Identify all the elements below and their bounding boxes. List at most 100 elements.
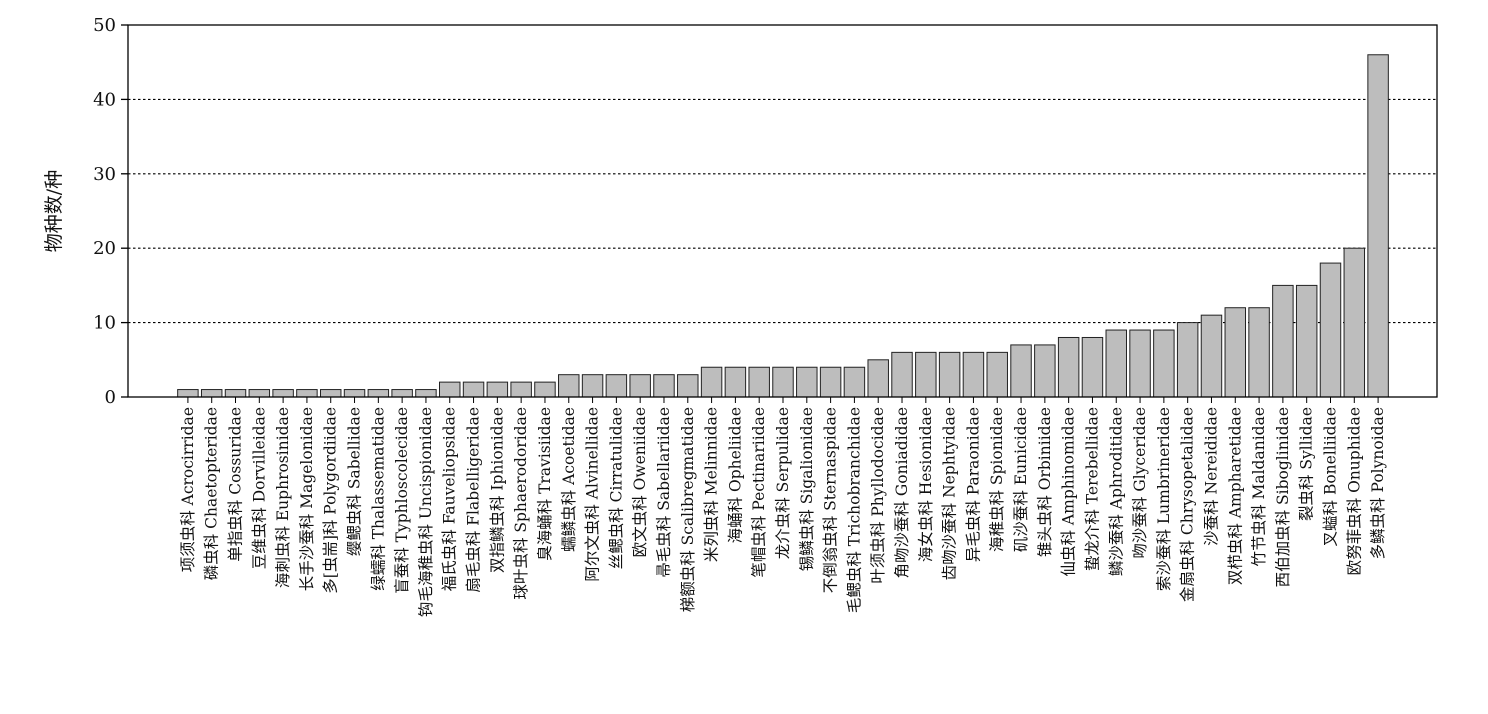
bar bbox=[462, 381, 485, 398]
x-tick-label: 海女虫科 Hesionidae bbox=[916, 407, 935, 562]
bar bbox=[1176, 322, 1199, 398]
x-tick-label: 海稚虫科 Spionidae bbox=[988, 407, 1006, 552]
bar bbox=[1057, 336, 1080, 398]
y-tick-label: 50 bbox=[93, 15, 116, 36]
bar bbox=[867, 359, 889, 398]
x-tick-label: 海蛹科 Opheliidae bbox=[726, 407, 744, 543]
x-tick-label: 索沙蚕科 Lumbrineridae bbox=[1155, 407, 1173, 591]
x-tick-label: 欧努菲虫科 Onuphidae bbox=[1345, 407, 1363, 575]
x-tick-label: 多[虫耑]科 Polygordiidae bbox=[322, 407, 340, 594]
bar bbox=[581, 374, 604, 398]
x-tick-label: 角吻沙蚕科 Goniadidae bbox=[893, 407, 911, 579]
bar bbox=[1129, 329, 1151, 398]
x-tick-label: 毛鳃虫科 Trichobranchidae bbox=[845, 407, 863, 613]
bar bbox=[415, 389, 437, 398]
bar bbox=[629, 374, 651, 398]
y-axis-ticks: 0 10 20 30 40 50 bbox=[93, 15, 128, 408]
x-tick-label: 多鳞虫科 Polynoidae bbox=[1369, 407, 1387, 559]
x-tick-label: 钩毛海稚虫科 Uncispionidae bbox=[417, 407, 435, 617]
x-tick-label: 龙介虫科 Serpulidae bbox=[774, 407, 792, 559]
x-tick-label: 叉螠科 Bonelliidae bbox=[1321, 407, 1339, 546]
bar bbox=[819, 366, 842, 398]
x-tick-label: 帚毛虫科 Sabellariidae bbox=[655, 407, 673, 578]
bar bbox=[1343, 247, 1366, 398]
bar bbox=[796, 366, 818, 398]
x-tick-label: 海刺虫科 Euphrosinidae bbox=[274, 407, 292, 588]
bar bbox=[724, 366, 747, 398]
bar bbox=[177, 389, 199, 398]
y-axis-label: 物种数/种 bbox=[43, 170, 65, 252]
bar bbox=[1081, 336, 1104, 398]
bar bbox=[296, 389, 318, 398]
y-tick-label: 40 bbox=[93, 89, 116, 110]
bar bbox=[1010, 344, 1032, 398]
bar bbox=[343, 389, 366, 398]
x-tick-label: 鳞沙蚕科 Aphroditidae bbox=[1107, 407, 1125, 576]
bar bbox=[677, 374, 699, 398]
bar bbox=[558, 374, 580, 398]
bars bbox=[177, 54, 1389, 398]
bar bbox=[367, 389, 390, 398]
bar bbox=[1153, 329, 1175, 398]
bar bbox=[319, 389, 342, 398]
bar bbox=[915, 351, 937, 398]
x-tick-label: 锥头虫科 Orbiniidae bbox=[1036, 407, 1054, 557]
bar bbox=[1224, 307, 1247, 398]
x-axis-ticks: 项须虫科 Acrocirridae 磷虫科 Chaetopteridae 单指虫科 … bbox=[179, 397, 1387, 617]
x-tick-label: 不倒翁虫科 Sternaspidae bbox=[822, 407, 840, 593]
x-tick-label: 笔帽虫科 Pectinariidae bbox=[750, 407, 768, 578]
x-tick-label: 欧文虫科 Oweniidae bbox=[631, 407, 649, 557]
bar bbox=[772, 366, 794, 398]
x-tick-label: 臭海蛹科 Travisiidae bbox=[536, 407, 554, 561]
bar bbox=[1248, 307, 1270, 398]
x-tick-label: 齿吻沙蚕科 Nephtyidae bbox=[941, 407, 959, 580]
x-tick-label: 矶沙蚕科 Eunicidae bbox=[1012, 407, 1030, 552]
x-tick-label: 盲蚕科 Typhloscolecidae bbox=[393, 407, 411, 594]
bar bbox=[1319, 262, 1342, 398]
y-tick-label: 0 bbox=[105, 387, 116, 408]
bar bbox=[962, 351, 985, 398]
x-tick-label: 吻沙蚕科 Glyceridae bbox=[1131, 407, 1149, 559]
x-tick-label: 磷虫科 Chaetopteridae bbox=[203, 407, 221, 580]
x-tick-label: 项须虫科 Acrocirridae bbox=[179, 407, 197, 572]
x-tick-label: 竹节虫科 Maldanidae bbox=[1250, 407, 1268, 566]
x-tick-label: 蠕鳞虫科 Acoetidae bbox=[560, 407, 578, 552]
x-tick-label: 米列虫科 Melinnidae bbox=[703, 407, 721, 562]
x-tick-label: 双指鳞虫科 Iphionidae bbox=[488, 407, 506, 573]
bar bbox=[748, 366, 770, 398]
bar bbox=[200, 389, 223, 398]
x-tick-label: 缨鳃虫科 Sabellidae bbox=[346, 407, 364, 556]
bar bbox=[391, 389, 413, 398]
x-tick-label: 金扇虫科 Chrysopetalidae bbox=[1179, 407, 1197, 602]
x-tick-label: 双栉虫科 Ampharetidae bbox=[1226, 407, 1244, 585]
bar bbox=[891, 351, 913, 398]
bar bbox=[605, 374, 628, 398]
x-tick-label: 西伯加虫科 Siboglinidae bbox=[1274, 407, 1292, 587]
bar bbox=[1105, 329, 1127, 398]
bar bbox=[510, 381, 532, 398]
x-tick-label: 叶须虫科 Phyllodocidae bbox=[869, 407, 887, 584]
y-tick-label: 20 bbox=[93, 238, 116, 259]
bar bbox=[843, 366, 866, 398]
bar bbox=[700, 366, 723, 398]
x-tick-label: 长手沙蚕科 Magelonidae bbox=[298, 407, 316, 591]
x-tick-label: 裂虫科 Syllidae bbox=[1298, 407, 1316, 521]
x-tick-label: 绿蠕科 Thalassematidae bbox=[369, 407, 387, 591]
y-tick-label: 30 bbox=[93, 164, 116, 185]
x-tick-label: 梯额虫科 Scalibregmatidae bbox=[679, 407, 697, 612]
x-tick-label: 单指虫科 Cossuridae bbox=[227, 407, 245, 562]
x-tick-label: 扇毛虫科 Flabelligeridae bbox=[465, 407, 483, 593]
bar bbox=[938, 351, 961, 398]
y-tick-label: 10 bbox=[93, 313, 116, 334]
bar bbox=[1295, 284, 1318, 398]
x-tick-label: 豆维虫科 Dorvilleidae bbox=[250, 407, 268, 569]
bar bbox=[653, 374, 675, 398]
x-tick-label: 丝鳃虫科 Cirratulidae bbox=[607, 407, 625, 569]
bar bbox=[248, 389, 271, 398]
x-tick-label: 锡鳞虫科 Sigalionidae bbox=[798, 407, 816, 571]
bar bbox=[1367, 54, 1389, 398]
bar bbox=[1034, 344, 1056, 398]
bar bbox=[534, 381, 556, 398]
